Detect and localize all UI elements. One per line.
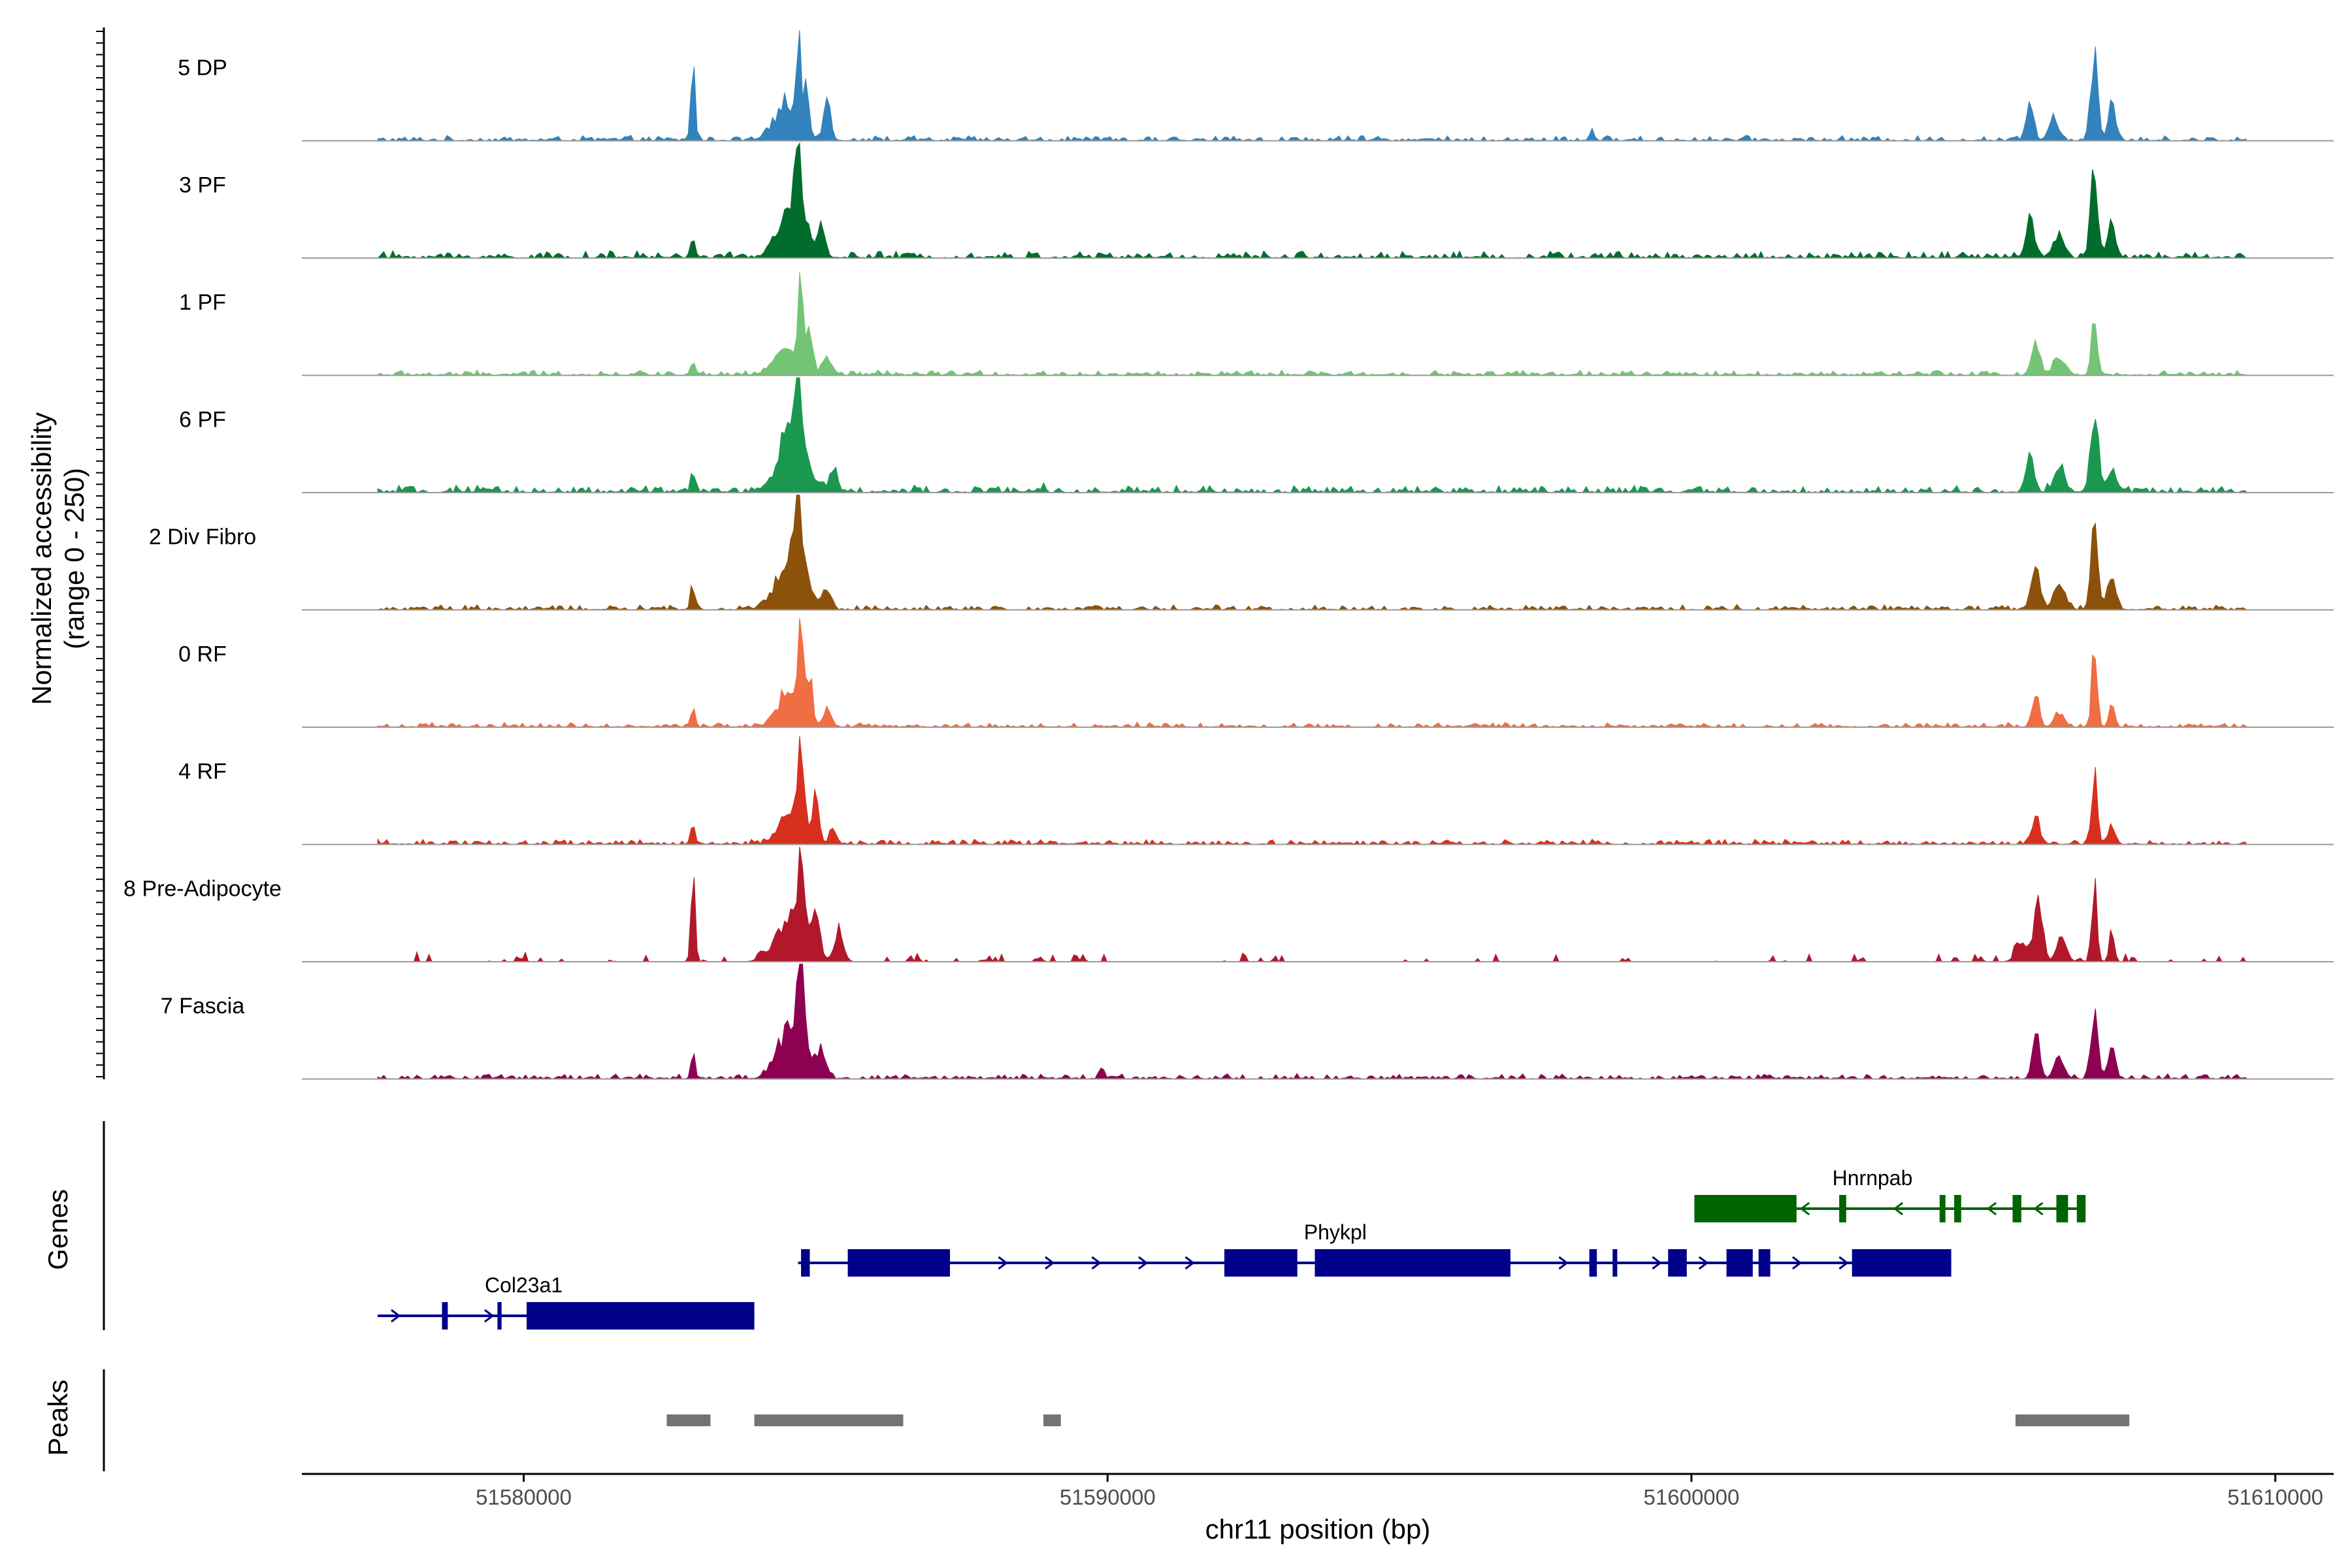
strand-arrow	[1045, 1256, 1055, 1270]
track-label-7: 8 Pre-Adipocyte	[123, 876, 282, 901]
strand-arrow	[1698, 1256, 1709, 1270]
strand-arrow	[391, 1309, 401, 1323]
x-axis: 51580000 51590000 51600000 51610000	[302, 1473, 2334, 1509]
x-tick-label: 51610000	[2227, 1485, 2323, 1509]
genes-panel-label: Genes	[42, 1189, 73, 1270]
gene-exon	[847, 1249, 950, 1277]
strand-arrow	[1652, 1256, 1662, 1270]
strand-arrow	[2033, 1201, 2044, 1216]
strand-arrow	[1838, 1256, 1849, 1270]
track-label-2: 1 PF	[179, 290, 226, 315]
gene-exon	[1954, 1195, 1961, 1222]
gene-exon	[1726, 1249, 1753, 1277]
x-tick-label: 51600000	[1644, 1485, 1740, 1509]
gene-exon	[2056, 1195, 2068, 1222]
peaks-panel-label: Peaks	[42, 1380, 73, 1456]
genes-panel: Col23a1 Phykpl Hnrnpab	[103, 1121, 2086, 1330]
gene-label: Hnrnpab	[1833, 1166, 1913, 1190]
strand-arrow	[1986, 1201, 1997, 1216]
gene-exon	[2076, 1195, 2086, 1222]
coverage-tracks: 5 DP 3 PF 1 PF 6 PF 2 Div Fibro 0 RF 4 RF 8 Pre…	[123, 30, 2334, 1080]
gene-label: Phykpl	[1304, 1220, 1367, 1244]
peak-region-1	[754, 1414, 904, 1426]
strand-arrow	[1091, 1256, 1102, 1270]
track-label-1: 3 PF	[179, 172, 226, 197]
strand-arrow	[1791, 1256, 1803, 1270]
peak-region-2	[1043, 1414, 1061, 1426]
strand-arrow	[1138, 1256, 1149, 1270]
gene-exon	[1852, 1249, 1952, 1277]
peak-region-3	[2015, 1414, 2130, 1426]
gene-exon	[1939, 1195, 1946, 1222]
strand-arrow	[1184, 1256, 1195, 1270]
gene-hnrnpab: Hnrnpab	[1694, 1166, 2086, 1222]
y-axis-subtitle: (range 0 - 250)	[59, 468, 90, 649]
gene-exon	[1589, 1249, 1597, 1277]
track-label-4: 2 Div Fibro	[149, 525, 256, 549]
x-tick-label: 51590000	[1060, 1485, 1156, 1509]
coverage-area-4	[377, 495, 2247, 611]
coverage-area-5	[377, 618, 2247, 728]
gene-exon	[442, 1302, 448, 1330]
gene-exon	[1612, 1249, 1618, 1277]
coverage-area-0	[377, 30, 2247, 142]
gene-exon	[1694, 1195, 1797, 1222]
peaks-panel	[103, 1369, 2130, 1471]
strand-arrow	[1558, 1256, 1569, 1270]
gene-exon	[1758, 1249, 1771, 1277]
strand-arrow	[998, 1256, 1008, 1270]
x-axis-title: chr11 position (bp)	[1205, 1514, 1431, 1544]
gene-exon	[1224, 1249, 1298, 1277]
strand-arrow	[484, 1309, 495, 1323]
track-label-0: 5 DP	[178, 56, 227, 80]
peak-region-0	[666, 1414, 711, 1426]
x-tick-label: 51580000	[476, 1485, 572, 1509]
gene-col23a1: Col23a1	[378, 1273, 755, 1330]
coverage-area-2	[377, 272, 2247, 376]
y-axis-title: Normalized accessibility	[26, 412, 57, 705]
coverage-area-8	[377, 964, 2247, 1080]
gene-label: Col23a1	[485, 1273, 563, 1297]
strand-arrow	[1799, 1201, 1810, 1216]
gene-exon	[1315, 1249, 1511, 1277]
strand-arrow	[1893, 1201, 1904, 1216]
accessibility-axis	[96, 27, 105, 1079]
gene-exon	[1668, 1249, 1687, 1277]
track-label-5: 0 RF	[178, 642, 227, 666]
gene-exon	[801, 1249, 810, 1277]
gene-exon	[527, 1302, 755, 1330]
gene-exon	[2012, 1195, 2021, 1222]
gene-exon	[1839, 1195, 1846, 1222]
track-label-3: 6 PF	[179, 407, 226, 432]
gene-phykpl: Phykpl	[798, 1220, 1952, 1277]
gene-exon	[497, 1302, 502, 1330]
track-label-8: 7 Fascia	[161, 994, 245, 1019]
track-label-6: 4 RF	[178, 759, 227, 784]
